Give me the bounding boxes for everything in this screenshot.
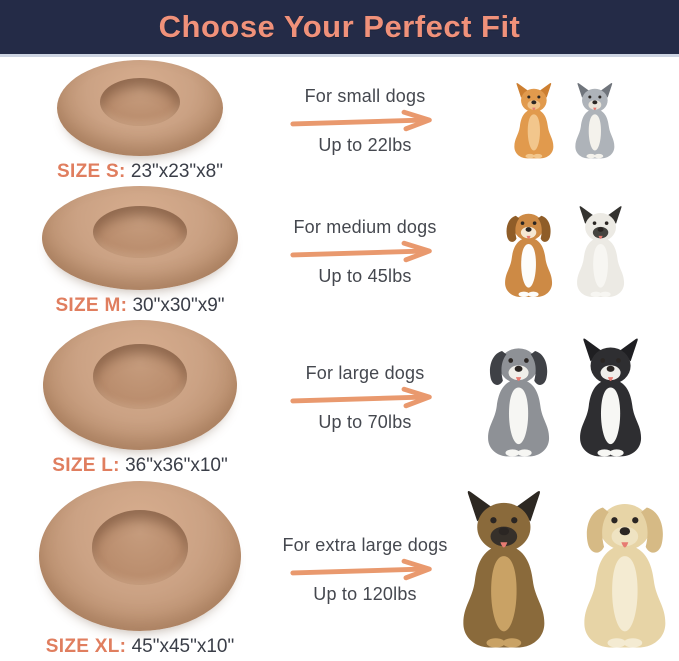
french-bulldog-icon bbox=[567, 205, 634, 299]
dog-column bbox=[450, 337, 679, 459]
beagle-icon bbox=[495, 205, 562, 299]
border-collie-icon bbox=[567, 337, 654, 459]
weight-text: Up to 45lbs bbox=[318, 265, 412, 286]
german-shepherd-icon bbox=[446, 489, 562, 651]
size-row-l: SIZE L: 36"x36"x10" For large dogs Up to… bbox=[0, 318, 679, 478]
bed-column: SIZE M: 30"x30"x9" bbox=[0, 186, 280, 317]
dog-bed-image-large bbox=[43, 319, 237, 450]
page-title: Choose Your Perfect Fit bbox=[158, 9, 521, 44]
dog-bed-image-small bbox=[57, 59, 223, 156]
size-caption: SIZE L: 36"x36"x10" bbox=[52, 455, 227, 477]
size-row-m: SIZE M: 30"x30"x9" For medium dogs Up to… bbox=[0, 185, 679, 318]
dog-bed-image-extra-large bbox=[39, 481, 241, 631]
size-label: SIZE L: bbox=[52, 454, 120, 476]
fit-info: For medium dogs Up to 45lbs bbox=[280, 217, 450, 287]
size-row-xl: SIZE XL: 45"x45"x10" For extra large dog… bbox=[0, 478, 679, 661]
right-arrow-icon bbox=[290, 558, 432, 580]
size-caption: SIZE M: 30"x30"x9" bbox=[55, 295, 224, 317]
fit-info: For extra large dogs Up to 120lbs bbox=[280, 535, 450, 605]
size-rows: SIZE S: 23"x23"x8" For small dogs Up to … bbox=[0, 57, 679, 661]
right-arrow-icon bbox=[290, 386, 432, 409]
size-row-s: SIZE S: 23"x23"x8" For small dogs Up to … bbox=[0, 57, 679, 185]
size-label: SIZE M: bbox=[55, 295, 128, 316]
right-arrow-icon bbox=[290, 109, 432, 132]
golden-retriever-icon bbox=[567, 489, 679, 651]
audience-text: For large dogs bbox=[305, 363, 425, 383]
bed-column: SIZE L: 36"x36"x10" bbox=[0, 319, 280, 477]
fit-info: For small dogs Up to 22lbs bbox=[280, 86, 450, 156]
size-dimensions: 45"x45"x10" bbox=[131, 636, 235, 657]
weight-text: Up to 70lbs bbox=[318, 412, 412, 432]
weight-text: Up to 22lbs bbox=[318, 135, 412, 155]
right-arrow-icon bbox=[290, 240, 432, 262]
title-bar: Choose Your Perfect Fit bbox=[0, 0, 679, 57]
audience-text: For small dogs bbox=[304, 86, 426, 106]
dog-column bbox=[450, 82, 679, 160]
size-dimensions: 30"x30"x9" bbox=[132, 295, 225, 316]
australian-shepherd-icon bbox=[475, 337, 562, 459]
dog-column bbox=[450, 489, 679, 651]
size-dimensions: 36"x36"x10" bbox=[125, 454, 228, 476]
dog-bed-image-medium bbox=[42, 186, 238, 290]
fit-info: For large dogs Up to 70lbs bbox=[280, 363, 450, 433]
audience-text: For extra large dogs bbox=[282, 534, 448, 555]
pomeranian-icon bbox=[506, 82, 562, 160]
size-label: SIZE XL: bbox=[45, 636, 127, 657]
bed-column: SIZE XL: 45"x45"x10" bbox=[0, 481, 280, 658]
bed-column: SIZE S: 23"x23"x8" bbox=[0, 59, 280, 183]
size-caption: SIZE XL: 45"x45"x10" bbox=[46, 636, 234, 658]
audience-text: For medium dogs bbox=[293, 216, 437, 237]
weight-text: Up to 120lbs bbox=[313, 583, 417, 604]
dog-column bbox=[450, 205, 679, 299]
size-dimensions: 23"x23"x8" bbox=[130, 160, 223, 182]
size-label: SIZE S: bbox=[57, 160, 126, 182]
size-caption: SIZE S: 23"x23"x8" bbox=[57, 161, 223, 183]
yorkshire-terrier-icon bbox=[567, 82, 623, 160]
